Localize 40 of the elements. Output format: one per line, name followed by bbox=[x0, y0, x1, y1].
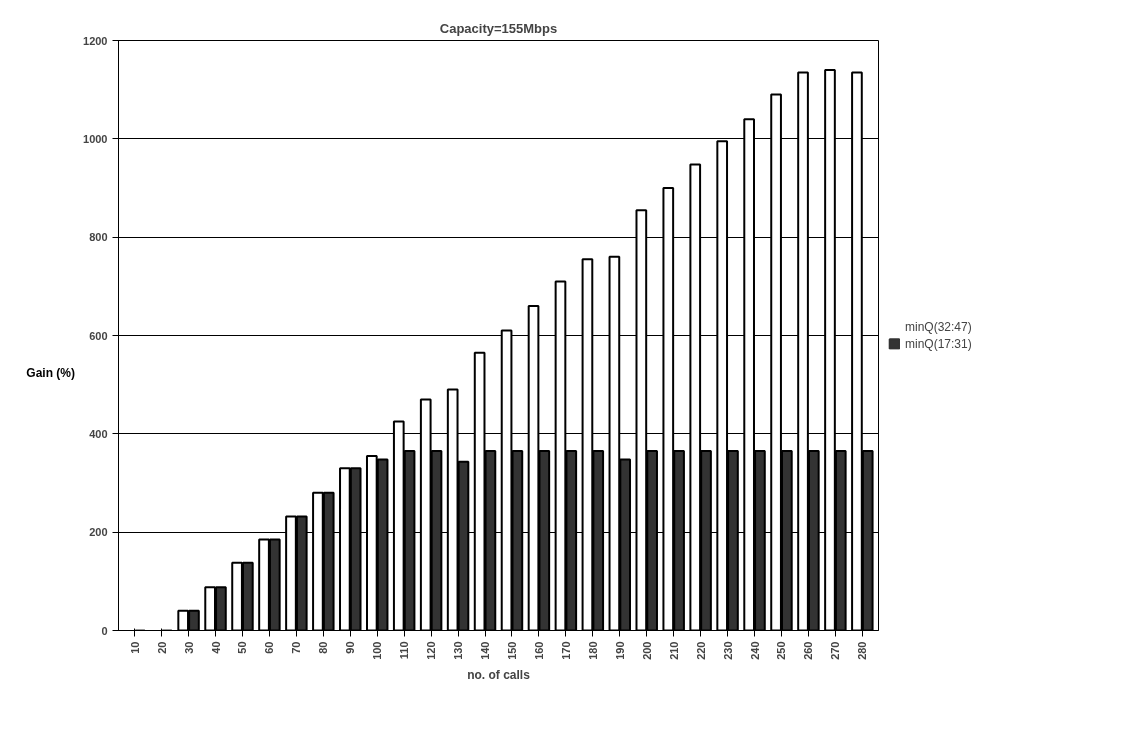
x-tick-label: 220 bbox=[694, 641, 707, 660]
y-tick-label: 600 bbox=[89, 329, 108, 342]
x-tick-label: 70 bbox=[290, 641, 303, 654]
y-tick-label: 800 bbox=[89, 231, 108, 244]
x-tick-label: 40 bbox=[209, 641, 222, 654]
x-tick-label: 60 bbox=[263, 641, 276, 654]
x-tick-label: 250 bbox=[775, 641, 788, 660]
x-tick-label: 170 bbox=[559, 641, 572, 660]
text: minQ(32:47) bbox=[905, 319, 972, 334]
x-tick-label: 210 bbox=[667, 641, 680, 660]
x-tick-label: 270 bbox=[829, 641, 842, 660]
chart-title: Capacity=155Mbps bbox=[439, 20, 558, 36]
y-tick-label: 0 bbox=[101, 624, 108, 637]
x-tick-label: 80 bbox=[317, 641, 330, 654]
y-tick-label: 200 bbox=[89, 526, 108, 539]
x-tick-label: 100 bbox=[371, 641, 384, 660]
y-tick-label: 1200 bbox=[83, 34, 108, 47]
x-tick-label: 180 bbox=[586, 641, 599, 660]
legend-label: minQ(17:31) bbox=[905, 336, 972, 351]
x-tick-label: 120 bbox=[425, 641, 438, 660]
x-tick-label: 150 bbox=[505, 641, 518, 660]
x-tick-label: 110 bbox=[398, 641, 411, 660]
y-tick-label: 1000 bbox=[83, 132, 108, 145]
x-tick-label: 140 bbox=[479, 641, 492, 660]
x-tick-label: 260 bbox=[802, 641, 815, 660]
x-tick-label: 90 bbox=[344, 641, 357, 654]
x-tick-label: 200 bbox=[640, 641, 653, 660]
x-tick-label: 10 bbox=[128, 641, 141, 654]
x-tick-label: 230 bbox=[721, 641, 734, 660]
x-tick-label: 50 bbox=[236, 641, 249, 654]
x-tick-label: 280 bbox=[856, 641, 869, 660]
x-tick-label: 240 bbox=[748, 641, 761, 660]
x-tick-label: 160 bbox=[532, 641, 545, 660]
y-axis-title: Gain (%) bbox=[26, 365, 75, 382]
x-tick-label: 190 bbox=[613, 641, 626, 660]
x-tick-label: 20 bbox=[155, 641, 168, 654]
x-tick-label: 130 bbox=[452, 641, 465, 660]
x-axis-title: no. of calls bbox=[467, 667, 531, 682]
x-tick-label: 30 bbox=[182, 641, 195, 654]
y-tick-label: 400 bbox=[89, 427, 108, 440]
